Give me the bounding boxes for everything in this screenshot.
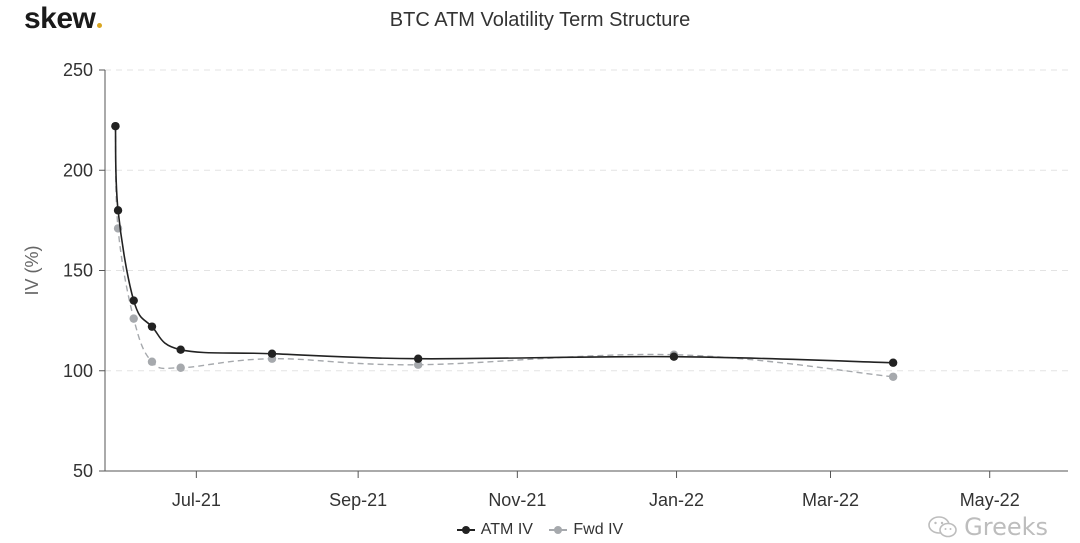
legend-item-atm-iv[interactable]: ATM IV bbox=[456, 521, 533, 539]
data-point-atm-iv-6 bbox=[413, 354, 423, 363]
data-point-atm-iv-0 bbox=[111, 121, 120, 131]
legend-fwd-iv-swatch bbox=[549, 526, 568, 534]
series-line-fwd-iv bbox=[114, 126, 894, 378]
y-tick-label-100: 100 bbox=[63, 361, 93, 381]
y-axis-title: IV (%) bbox=[22, 245, 42, 295]
series-line-atm-iv bbox=[114, 126, 894, 364]
legend-atm-iv-label: ATM IV bbox=[480, 521, 533, 538]
data-point-fwd-iv-4 bbox=[176, 363, 185, 372]
x-tick-label-Nov-21: Nov-21 bbox=[488, 490, 546, 510]
data-point-atm-iv-5 bbox=[267, 349, 277, 358]
legend-atm-iv-swatch bbox=[456, 526, 475, 534]
watermark-text: Greeks bbox=[964, 513, 1048, 541]
watermark: Greeks bbox=[928, 513, 1048, 541]
data-point-atm-iv-8 bbox=[888, 358, 898, 367]
data-point-atm-iv-4 bbox=[176, 345, 185, 354]
y-tick-label-150: 150 bbox=[63, 261, 93, 281]
x-tick-label-May-22: May-22 bbox=[960, 490, 1020, 510]
skew-logo: skew bbox=[24, 2, 103, 36]
data-point-atm-iv-3 bbox=[147, 322, 157, 331]
data-point-atm-iv-1 bbox=[113, 206, 123, 215]
data-point-atm-iv-7 bbox=[669, 352, 679, 361]
x-tick-label-Sep-21: Sep-21 bbox=[329, 490, 387, 510]
wechat-icon bbox=[928, 516, 957, 538]
data-point-fwd-iv-2 bbox=[129, 314, 138, 323]
data-point-fwd-iv-6 bbox=[413, 360, 423, 369]
data-point-fwd-iv-3 bbox=[147, 357, 157, 366]
data-point-fwd-iv-8 bbox=[888, 372, 898, 381]
x-tick-label-Jan-22: Jan-22 bbox=[649, 490, 704, 510]
x-tick-label-Mar-22: Mar-22 bbox=[802, 490, 859, 510]
data-point-atm-iv-2 bbox=[129, 296, 138, 305]
chart-legend: ATM IV Fwd IV bbox=[0, 518, 1080, 539]
legend-item-fwd-iv[interactable]: Fwd IV bbox=[549, 521, 623, 539]
y-tick-label-250: 250 bbox=[63, 60, 93, 80]
y-tick-label-50: 50 bbox=[73, 461, 93, 481]
y-tick-label-200: 200 bbox=[63, 160, 93, 180]
logo-dot bbox=[97, 23, 103, 28]
legend-fwd-iv-label: Fwd IV bbox=[573, 521, 624, 538]
x-tick-label-Jul-21: Jul-21 bbox=[172, 490, 221, 510]
chart-title: BTC ATM Volatility Term Structure bbox=[389, 9, 691, 31]
logo-text: skew bbox=[24, 2, 96, 35]
